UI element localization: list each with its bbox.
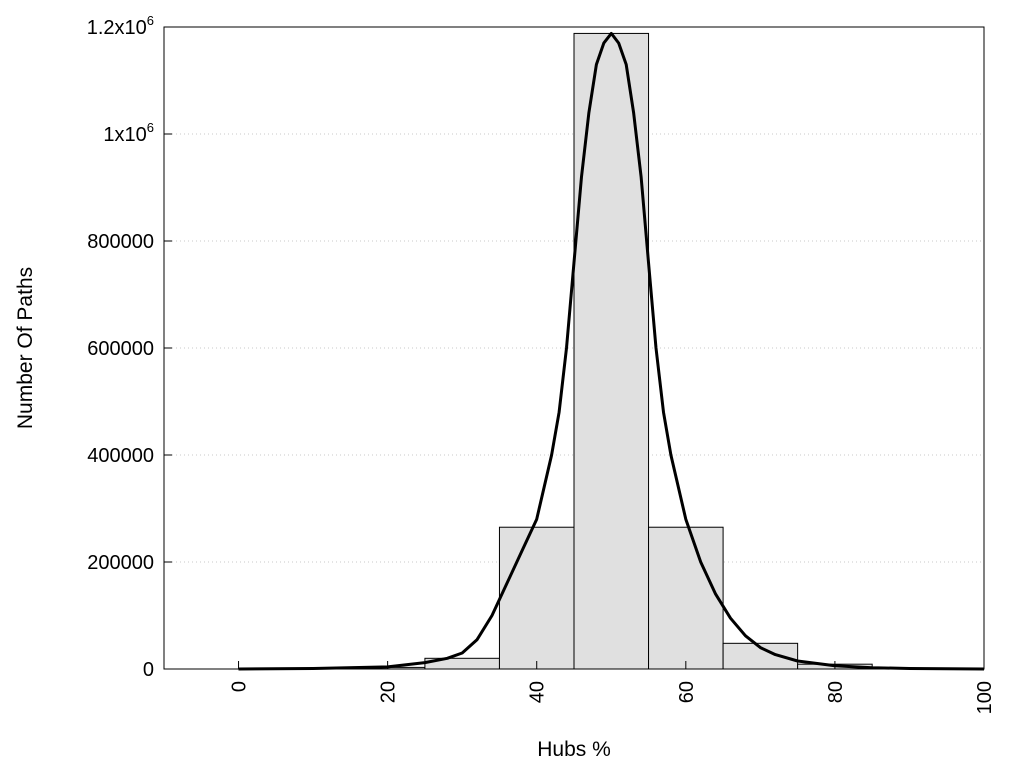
x-axis-title: Hubs % — [537, 738, 611, 761]
y-axis-title: Number Of Paths — [14, 267, 37, 429]
x-tick-label: 100 — [974, 681, 996, 714]
fit-curve-layer — [238, 31, 985, 671]
bars — [238, 32, 985, 670]
y-tick-label: 1x106 — [103, 120, 154, 146]
x-tick-label: 20 — [378, 681, 400, 703]
x-tick-label: 0 — [229, 681, 251, 692]
y-tick-label: 800000 — [87, 231, 154, 253]
x-axis-ticks: 0 20 40 60 80 100 — [229, 661, 996, 714]
histogram-bar — [573, 32, 650, 670]
y-tick-label: 600000 — [87, 338, 154, 360]
x-tick-label: 80 — [825, 681, 847, 703]
histogram-bar — [648, 526, 724, 670]
y-tick-label: 400000 — [87, 445, 154, 467]
y-tick-label: 1.2x106 — [87, 13, 154, 39]
x-tick-label: 40 — [527, 681, 549, 703]
y-axis-ticks: 0 200000 400000 600000 800000 1x106 1.2x106 — [87, 13, 172, 681]
y-tick-label: 200000 — [87, 552, 154, 574]
fit-curve — [238, 31, 985, 671]
histogram-bar — [498, 526, 575, 670]
x-tick-label: 60 — [676, 681, 698, 703]
y-tick-label: 0 — [143, 659, 154, 681]
